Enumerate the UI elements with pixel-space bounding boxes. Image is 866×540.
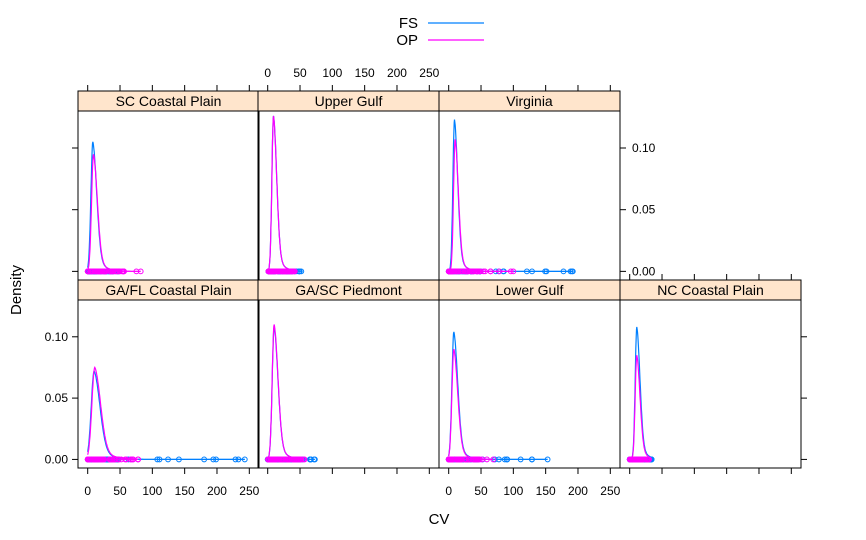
x-tick-label-top: 200	[387, 66, 407, 80]
x-tick-label-top: 0	[264, 66, 271, 80]
y-tick-label-left: 0.00	[45, 452, 69, 466]
x-tick-label-bottom: 100	[142, 484, 162, 498]
density-curve-op	[448, 139, 514, 272]
panel-lower-gulf: Lower Gulf	[438, 279, 621, 469]
panel-frame	[77, 299, 260, 469]
x-tick-label-bottom: 0	[445, 484, 452, 498]
density-curve-op	[448, 348, 494, 460]
x-tick-label-bottom: 50	[474, 484, 488, 498]
panel-plot-area	[84, 141, 144, 275]
panel-frame	[257, 110, 440, 281]
x-tick-label-bottom: 200	[207, 484, 227, 498]
legend-label-op: OP	[396, 32, 418, 49]
panels: SC Coastal Plain Upper Gulf Virginia GA/FL …	[77, 90, 802, 469]
y-tick-label-right: 0.00	[632, 264, 656, 278]
density-curve-fs	[629, 326, 653, 460]
panel-frame	[619, 299, 802, 469]
panel-plot-area	[626, 326, 655, 463]
density-curve-fs	[267, 115, 302, 272]
panel-strip-label: Upper Gulf	[315, 93, 383, 109]
panel-plot-area	[445, 331, 551, 463]
density-curve-fs	[87, 369, 245, 460]
panel-frame	[438, 110, 621, 281]
x-tick-label-bottom: 250	[600, 484, 620, 498]
x-tick-label-bottom: 50	[113, 484, 127, 498]
x-tick-label-bottom: 150	[536, 484, 556, 498]
density-curve-op	[267, 115, 295, 272]
y-tick-label-right: 0.05	[632, 203, 656, 217]
panel-ga-fl-coastal-plain: GA/FL Coastal Plain	[77, 279, 260, 469]
panel-frame	[257, 299, 440, 469]
panel-strip-label: SC Coastal Plain	[116, 93, 222, 109]
density-curve-op	[87, 365, 139, 460]
panel-plot-area	[84, 365, 248, 463]
x-tick-label-top: 250	[419, 66, 439, 80]
panel-sc-coastal-plain: SC Coastal Plain	[77, 90, 260, 281]
density-curve-fs	[448, 331, 548, 460]
panel-strip-label: Lower Gulf	[496, 282, 564, 298]
x-tick-label-top: 50	[293, 66, 307, 80]
y-tick-label-right: 0.10	[632, 141, 656, 155]
x-tick-label-bottom: 100	[503, 484, 523, 498]
density-curve-op	[629, 355, 650, 460]
x-tick-label-bottom: 200	[568, 484, 588, 498]
y-tick-label-left: 0.05	[45, 391, 69, 405]
panel-ga-sc-piedmont: GA/SC Piedmont	[257, 279, 440, 469]
x-tick-label-bottom: 250	[239, 484, 259, 498]
y-tick-label-left: 0.10	[45, 330, 69, 344]
panel-nc-coastal-plain: NC Coastal Plain	[619, 279, 802, 469]
panel-frame	[438, 299, 621, 469]
panel-strip-label: GA/FL Coastal Plain	[105, 282, 231, 298]
panel-strip-label: NC Coastal Plain	[657, 282, 764, 298]
y-axis-title: Density	[8, 264, 25, 315]
panel-virginia: Virginia	[438, 90, 621, 281]
x-axis-title: CV	[429, 511, 450, 528]
panel-plot-area	[445, 119, 576, 275]
x-tick-label-top: 150	[355, 66, 375, 80]
density-curve-fs	[267, 326, 315, 460]
density-curve-op	[267, 324, 305, 460]
panel-strip-label: Virginia	[506, 93, 553, 109]
density-curve-fs	[448, 119, 573, 272]
x-tick-label-top: 100	[322, 66, 342, 80]
panel-upper-gulf: Upper Gulf	[257, 90, 440, 281]
axes: 0 50 100 150 200 250 0 50 100 150 200 250 0 50 100 150 2…	[45, 66, 807, 498]
legend-label-fs: FS	[399, 15, 418, 32]
x-tick-label-bottom: 0	[84, 484, 91, 498]
panel-plot-area	[265, 115, 305, 275]
x-tick-label-bottom: 150	[175, 484, 195, 498]
panel-strip-label: GA/SC Piedmont	[295, 282, 402, 298]
panel-frame	[77, 110, 260, 281]
density-curve-op	[87, 154, 141, 272]
panel-plot-area	[264, 324, 318, 463]
